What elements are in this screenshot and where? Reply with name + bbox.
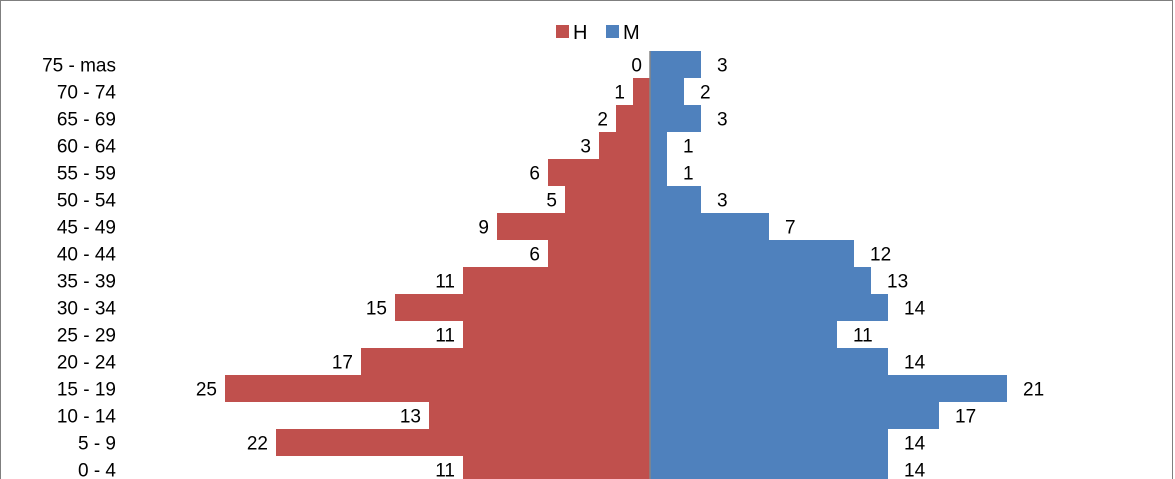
- data-label-h-25-29: 11: [435, 326, 455, 347]
- bar-h-35-39: [463, 267, 650, 294]
- category-label-75-mas: 75 - mas: [42, 56, 116, 77]
- category-label-65-69: 65 - 69: [57, 110, 116, 131]
- bar-h-0-4: [463, 456, 650, 479]
- category-label-55-59: 55 - 59: [57, 164, 116, 185]
- category-label-70-74: 70 - 74: [57, 83, 117, 104]
- legend-label-m: M: [623, 22, 640, 44]
- data-label-m-70-74: 2: [700, 83, 711, 104]
- data-label-h-50-54: 5: [546, 191, 557, 212]
- bar-h-50-54: [565, 186, 650, 213]
- data-label-m-50-54: 3: [717, 191, 728, 212]
- bar-h-25-29: [463, 321, 650, 348]
- bar-h-45-49: [497, 213, 650, 240]
- bar-m-75-mas: [650, 51, 701, 78]
- bar-m-50-54: [650, 186, 701, 213]
- data-label-h-5-9: 22: [247, 434, 268, 455]
- data-label-m-25-29: 11: [853, 326, 873, 347]
- category-label-10-14: 10 - 14: [57, 407, 117, 428]
- bar-m-20-24: [650, 348, 888, 375]
- data-label-h-70-74: 1: [614, 83, 625, 104]
- legend-label-h: H: [573, 22, 587, 44]
- bar-h-60-64: [599, 132, 650, 159]
- category-label-35-39: 35 - 39: [57, 272, 116, 293]
- data-label-h-10-14: 13: [400, 407, 421, 428]
- data-label-m-40-44: 12: [870, 245, 891, 266]
- category-label-60-64: 60 - 64: [57, 137, 117, 158]
- bar-m-25-29: [650, 321, 837, 348]
- data-label-m-60-64: 1: [683, 137, 694, 158]
- data-label-m-45-49: 7: [785, 218, 796, 239]
- category-label-5-9: 5 - 9: [78, 434, 116, 455]
- bar-h-55-59: [548, 159, 650, 186]
- data-label-h-60-64: 3: [580, 137, 591, 158]
- category-labels: 75 - mas 70 - 74 65 - 69 60 - 64 55 - 59 50 -…: [42, 56, 116, 479]
- data-label-m-65-69: 3: [717, 110, 728, 131]
- bar-m-60-64: [650, 132, 667, 159]
- legend-swatch-m: [606, 25, 619, 38]
- bar-m-0-4: [650, 456, 888, 479]
- bar-h-40-44: [548, 240, 650, 267]
- data-label-h-65-69: 2: [597, 110, 608, 131]
- data-label-m-55-59: 1: [683, 164, 694, 185]
- data-label-h-35-39: 11: [435, 272, 455, 293]
- data-label-m-35-39: 13: [887, 272, 908, 293]
- data-label-h-20-24: 17: [332, 353, 353, 374]
- data-label-h-55-59: 6: [529, 164, 540, 185]
- bar-m-10-14: [650, 402, 939, 429]
- data-label-m-75-mas: 3: [717, 56, 728, 77]
- bar-h-70-74: [633, 78, 650, 105]
- bar-h-65-69: [616, 105, 650, 132]
- data-label-m-10-14: 17: [955, 407, 976, 428]
- legend-swatch-h: [556, 25, 569, 38]
- data-label-h-40-44: 6: [529, 245, 540, 266]
- bar-m-35-39: [650, 267, 871, 294]
- bars: [225, 51, 1007, 479]
- category-label-30-34: 30 - 34: [57, 299, 117, 320]
- category-label-45-49: 45 - 49: [57, 218, 116, 239]
- category-label-40-44: 40 - 44: [57, 245, 117, 266]
- data-label-h-15-19: 25: [196, 380, 217, 401]
- data-label-m-5-9: 14: [904, 434, 926, 455]
- bar-h-15-19: [225, 375, 650, 402]
- bar-m-55-59: [650, 159, 667, 186]
- bar-m-65-69: [650, 105, 701, 132]
- category-label-50-54: 50 - 54: [57, 191, 117, 212]
- data-label-h-0-4: 11: [435, 461, 455, 479]
- category-label-25-29: 25 - 29: [57, 326, 116, 347]
- data-label-h-75-mas: 0: [631, 56, 642, 77]
- bar-m-70-74: [650, 78, 684, 105]
- bar-h-10-14: [429, 402, 650, 429]
- bar-m-15-19: [650, 375, 1007, 402]
- data-label-h-45-49: 9: [478, 218, 489, 239]
- category-label-0-4: 0 - 4: [78, 461, 116, 479]
- bar-h-30-34: [395, 294, 650, 321]
- category-label-20-24: 20 - 24: [57, 353, 117, 374]
- bar-h-5-9: [276, 429, 650, 456]
- data-label-m-0-4: 14: [904, 461, 926, 479]
- bar-m-5-9: [650, 429, 888, 456]
- bar-m-45-49: [650, 213, 769, 240]
- bar-h-20-24: [361, 348, 650, 375]
- data-label-m-15-19: 21: [1023, 380, 1044, 401]
- data-label-m-20-24: 14: [904, 353, 926, 374]
- bar-m-40-44: [650, 240, 854, 267]
- data-label-m-30-34: 14: [904, 299, 926, 320]
- category-label-15-19: 15 - 19: [57, 380, 116, 401]
- data-label-h-30-34: 15: [366, 299, 387, 320]
- bar-m-30-34: [650, 294, 888, 321]
